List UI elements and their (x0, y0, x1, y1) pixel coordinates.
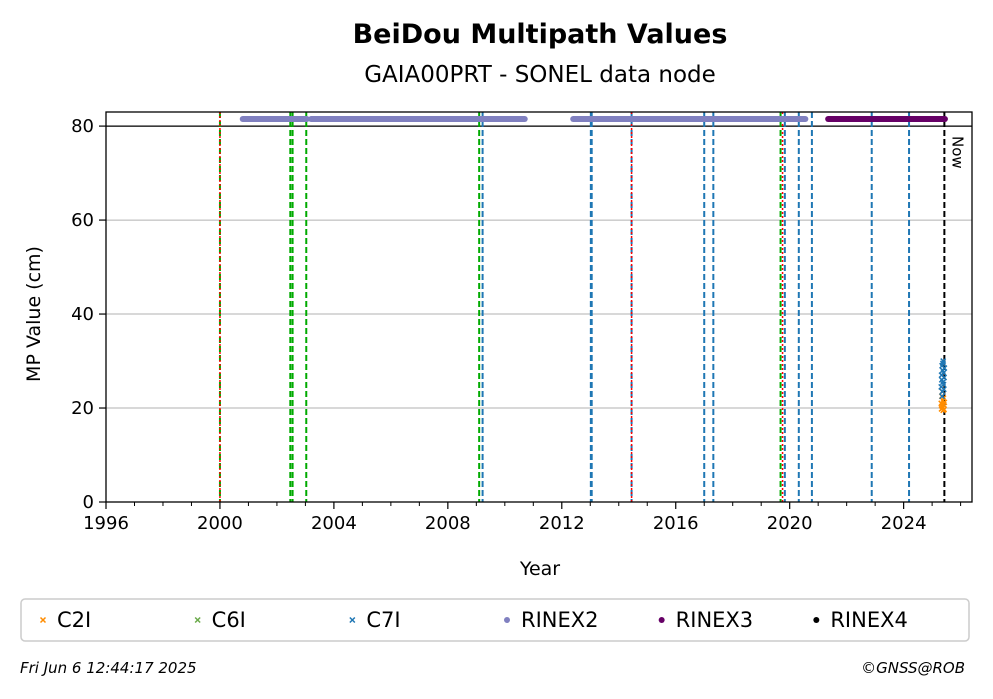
x-tick-label: 1996 (83, 513, 129, 534)
y-tick-label: 0 (83, 492, 94, 513)
now-label: Now (948, 136, 966, 169)
legend-frame (20, 598, 970, 642)
y-tick-label: 40 (71, 304, 94, 325)
x-tick-label: 2004 (311, 513, 357, 534)
x-tick-label: 2000 (197, 513, 243, 534)
axes-frame (105, 111, 973, 503)
y-tick-label: 80 (71, 116, 94, 137)
data-point-c7i (939, 360, 946, 367)
y-tick-label: 60 (71, 210, 94, 231)
legend-marker-rinex2 (504, 617, 510, 623)
chart-title: BeiDou Multipath Values (353, 19, 728, 50)
data-point-c2i (941, 406, 948, 413)
plot-area: Now 0 20 40 60 80 1996 2000 2004 2008 2012 2016 2020… (71, 111, 973, 534)
x-tick-label: 2012 (539, 513, 585, 534)
legend-label-c2i: C2I (57, 608, 91, 632)
data-point-c7i (940, 369, 947, 376)
legend-marker-c7i (349, 616, 356, 624)
x-tick-label: 2016 (653, 513, 699, 534)
data-point-c7i (941, 374, 948, 381)
chart-subtitle: GAIA00PRT - SONEL data node (364, 62, 716, 88)
legend-marker-c6i (194, 616, 201, 624)
y-tick-label: 20 (71, 398, 94, 419)
data-point-c2i (941, 399, 948, 406)
legend-marker-c2i (39, 616, 47, 624)
x-tick-label: 2024 (881, 513, 927, 534)
x-tick-label: 2020 (767, 513, 813, 534)
data-point-c7i (941, 365, 948, 372)
legend-marker-rinex4 (813, 617, 820, 623)
legend-label-c7i: C7I (366, 608, 400, 632)
legend-marker-rinex3 (658, 617, 665, 623)
data-point-c7i (940, 386, 947, 393)
footer-credit: ©GNSS@ROB (861, 659, 965, 677)
legend-label-rinex2: RINEX2 (521, 608, 599, 632)
x-tick-label: 2008 (425, 513, 471, 534)
data-point-c7i (939, 393, 946, 400)
footer-timestamp: Fri Jun 6 12:44:17 2025 (20, 659, 197, 677)
legend-label-c6i: C6I (212, 608, 246, 632)
legend-label-rinex3: RINEX3 (676, 608, 754, 632)
legend: C2I C6I C7I RINEX2 RINEX3 RINEX4 (20, 598, 970, 642)
data-point-c7i (940, 381, 947, 388)
x-axis-label: Year (519, 558, 560, 580)
legend-label-rinex4: RINEX4 (830, 608, 908, 632)
y-axis-label: MP Value (cm) (23, 246, 45, 382)
